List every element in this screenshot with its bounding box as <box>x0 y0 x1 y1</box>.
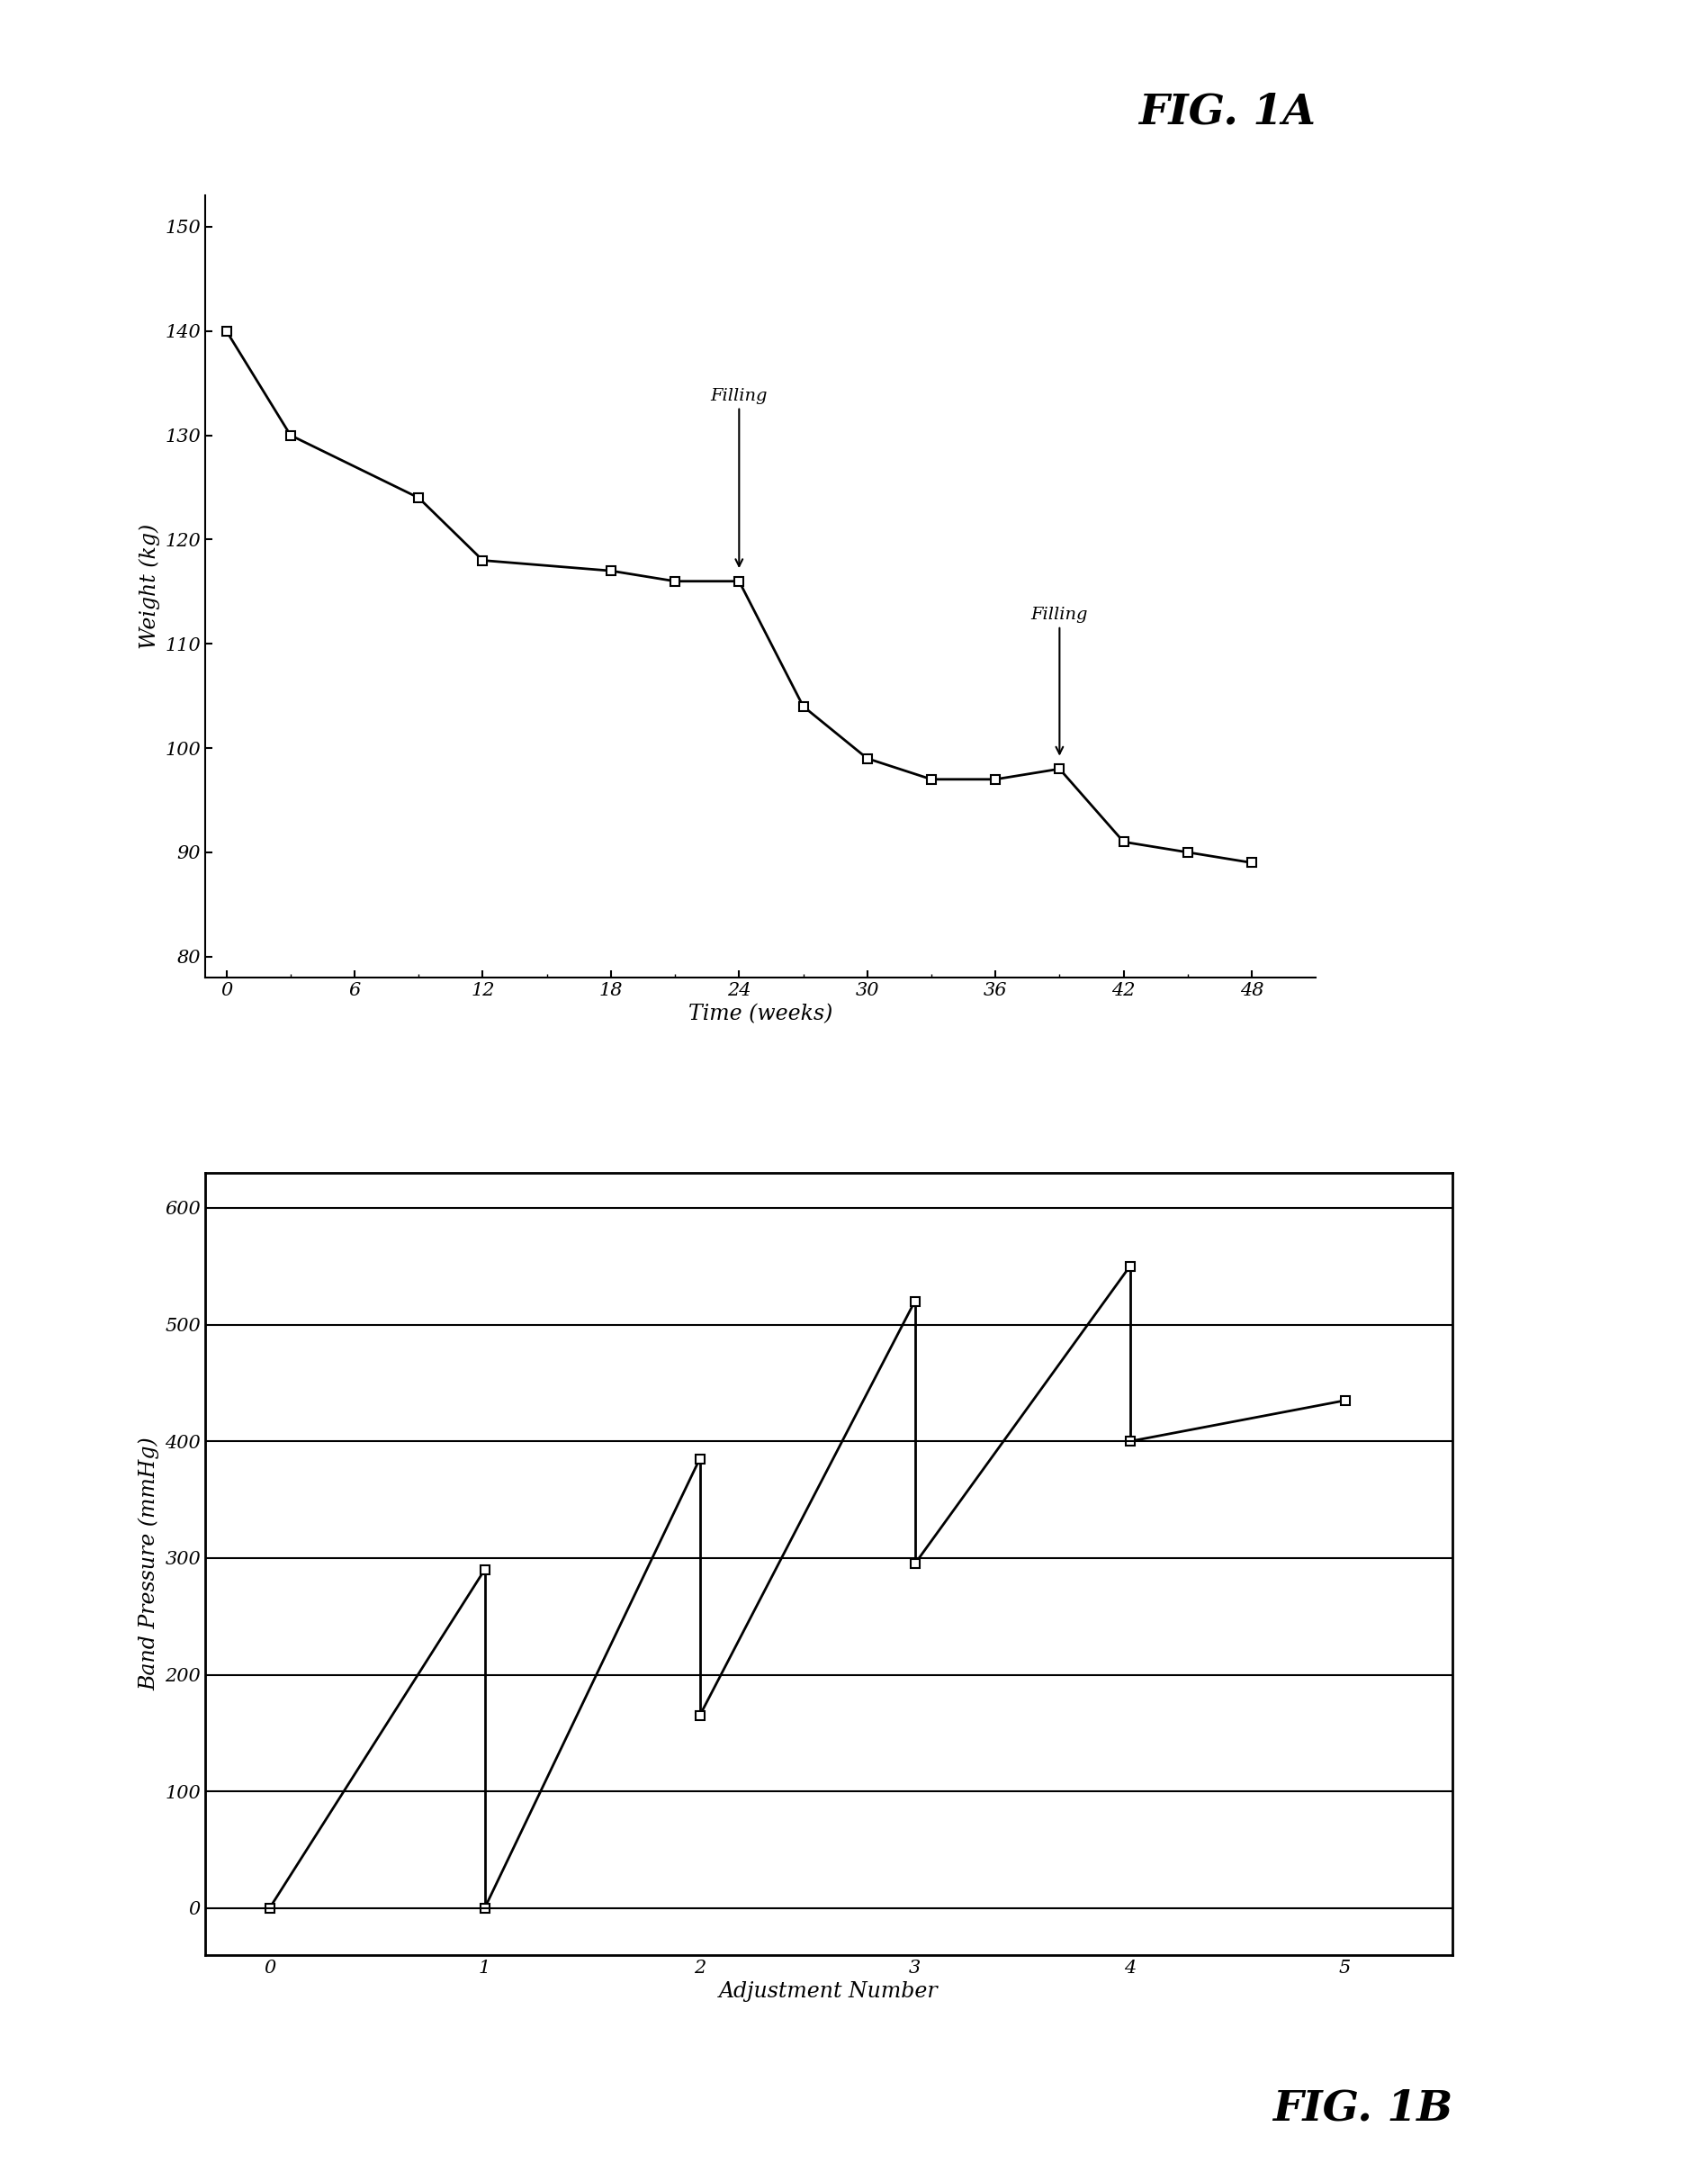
Y-axis label: Band Pressure (mmHg): Band Pressure (mmHg) <box>138 1438 161 1690</box>
Y-axis label: Weight (kg): Weight (kg) <box>138 523 161 649</box>
Text: Filling: Filling <box>1030 606 1088 754</box>
X-axis label: Time (weeks): Time (weeks) <box>688 1003 832 1025</box>
X-axis label: Adjustment Number: Adjustment Number <box>719 1981 938 2003</box>
Text: FIG. 1B: FIG. 1B <box>1272 2087 1452 2129</box>
Text: FIG. 1A: FIG. 1A <box>1138 91 1315 132</box>
Text: Filling: Filling <box>711 389 767 567</box>
